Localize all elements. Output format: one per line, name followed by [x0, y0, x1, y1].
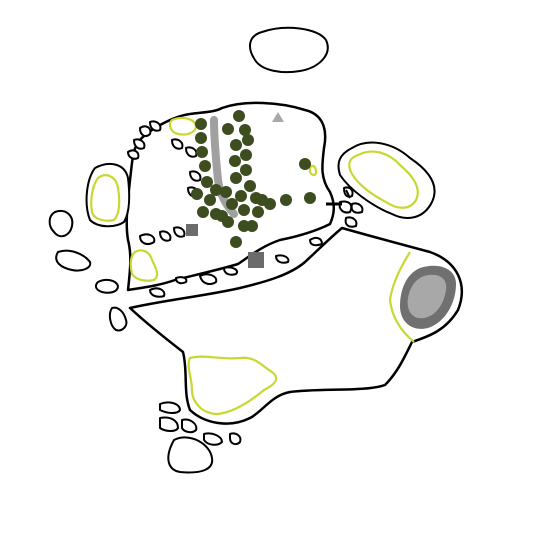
islet-shore-b: [175, 276, 188, 285]
islet-west-large: [85, 162, 131, 228]
islet-west-sliver: [108, 306, 128, 332]
islet-east: [337, 141, 436, 219]
tree-icon: [216, 210, 228, 222]
lake: [400, 265, 456, 329]
landmass-south: [128, 226, 463, 425]
tree-icon: [242, 134, 254, 146]
tree-icon: [229, 155, 241, 167]
islet-cove-a: [139, 125, 152, 137]
causeway-b: [338, 200, 353, 214]
meadow-southwest-cove: [129, 249, 159, 282]
islet-cove-e: [171, 138, 184, 150]
tree-icon: [230, 236, 242, 248]
lake-water: [407, 274, 447, 319]
islet-south-e: [229, 432, 242, 446]
tree-icon: [256, 194, 268, 206]
meadow-east-islet: [348, 150, 419, 209]
building-small[interactable]: [186, 224, 198, 236]
meadow-west-islet: [90, 174, 121, 222]
tree-icon: [230, 139, 242, 151]
islet-south-d: [203, 432, 223, 446]
islet-cove-d: [127, 149, 140, 160]
islet-cove-g: [189, 170, 202, 182]
tree-icon: [204, 194, 216, 206]
causeway-bars: [326, 189, 351, 206]
causeway-c: [350, 202, 364, 214]
islet-west-small: [48, 210, 74, 238]
islet-shore-f: [309, 236, 323, 247]
islet-north: [249, 26, 329, 74]
causeway-a: [343, 186, 354, 198]
islet-shore-e: [275, 254, 290, 264]
tree-icon: [239, 124, 251, 136]
meadow-tiny-east: [308, 164, 318, 177]
causeway-bar-b: [345, 189, 351, 199]
islet-south-big: [167, 436, 214, 474]
tree-icon: [238, 204, 250, 216]
marker-triangle-icon[interactable]: [272, 112, 284, 122]
tree-icon: [195, 132, 207, 144]
tree-icon: [222, 123, 234, 135]
tree-icon: [235, 190, 247, 202]
tree-icon: [252, 206, 264, 218]
tree-icon: [299, 158, 311, 170]
tree-icon: [244, 180, 256, 192]
islet-cove-i: [139, 233, 156, 245]
tree-icon: [233, 110, 245, 122]
islet-west-mid: [94, 278, 119, 294]
tree-icon: [226, 198, 238, 210]
tree-icon: [210, 184, 222, 196]
tree-icon: [240, 164, 252, 176]
building-large[interactable]: [248, 252, 264, 268]
meadow-layer: [90, 116, 419, 416]
islet-cove-k: [173, 226, 186, 238]
tree-icon: [220, 186, 232, 198]
meadow-north-patch: [168, 116, 198, 136]
tree-icon: [196, 146, 208, 158]
islet-south-b: [159, 416, 179, 432]
islet-west-flat: [55, 249, 92, 272]
islet-cove-f: [185, 146, 198, 158]
tree-icon: [191, 188, 203, 200]
islet-south-a: [159, 401, 181, 414]
tree-icon: [240, 149, 252, 161]
meadow-south: [187, 355, 278, 416]
causeway-d: [344, 216, 358, 228]
islet-cove-j: [159, 230, 172, 242]
islet-shore-a: [149, 287, 166, 298]
tree-icon: [280, 194, 292, 206]
islet-south-c: [181, 418, 198, 434]
islet-shore-d: [223, 266, 238, 276]
tree-layer: [191, 110, 316, 248]
tree-icon: [201, 176, 213, 188]
tree-icon: [304, 192, 316, 204]
tree-icon: [230, 172, 242, 184]
islet-cove-c: [133, 138, 146, 150]
tree-icon: [197, 206, 209, 218]
tree-icon: [246, 220, 258, 232]
tree-icon: [199, 160, 211, 172]
meadow-east-shore: [388, 251, 415, 343]
islet-shore-c: [199, 273, 218, 285]
islet-cove-b: [149, 120, 162, 132]
tree-icon: [195, 118, 207, 130]
